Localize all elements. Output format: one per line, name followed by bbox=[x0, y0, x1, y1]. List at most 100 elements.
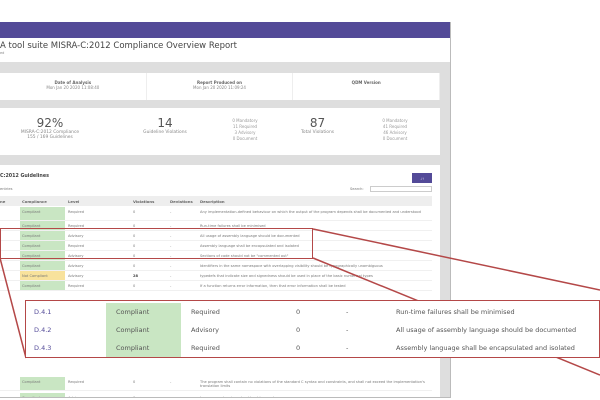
level: Required bbox=[68, 380, 84, 384]
level: Advisory bbox=[68, 264, 84, 268]
stats-card: 92% MISRA-C:2012 Compliance 155 / 169 Guid… bbox=[0, 108, 440, 155]
deviations: - bbox=[346, 344, 349, 352]
level: Required bbox=[68, 210, 84, 214]
guideline-violations: 14 bbox=[157, 116, 173, 130]
table-row[interactable]: Compliant Advisory 0 - All usage of asse… bbox=[0, 231, 432, 241]
description: Run-time failures shall be minimised bbox=[200, 224, 266, 228]
compliance-sub: 155 / 169 Guidelines bbox=[27, 135, 73, 140]
report-page: A tool suite MISRA-C:2012 Compliance Ove… bbox=[0, 22, 451, 398]
compliance-status: Compliant bbox=[22, 396, 41, 398]
violations: 0 bbox=[133, 380, 136, 384]
guidelines-title: C:2012 Guidelines bbox=[0, 174, 49, 179]
table-row[interactable]: Compliant Advisory 0 - Language extensio… bbox=[0, 393, 432, 398]
violations: 0 bbox=[133, 254, 136, 258]
compliance-status: Compliant bbox=[116, 326, 150, 334]
guideline-violations-label: Guideline Violations bbox=[143, 130, 187, 135]
violations: 0 bbox=[296, 344, 301, 352]
search-input[interactable] bbox=[370, 186, 432, 192]
sort-button[interactable]: ↓↑ bbox=[412, 173, 432, 183]
level: Required bbox=[191, 308, 220, 316]
total-violations-label: Total Violations bbox=[300, 130, 335, 135]
deviations: - bbox=[346, 326, 349, 334]
description: Sections of code should not be "commente… bbox=[200, 254, 289, 258]
description: Language extensions should not be used bbox=[200, 396, 274, 398]
info-label: Date of Analysis bbox=[54, 80, 92, 85]
level: Required bbox=[68, 244, 84, 248]
deviations: - bbox=[346, 308, 349, 316]
highlight-box bbox=[0, 228, 313, 259]
level: Required bbox=[68, 284, 84, 288]
description: Any implementation-defined behaviour on … bbox=[200, 210, 421, 214]
compliance-label: MISRA-C:2012 Compliance bbox=[20, 130, 80, 135]
description: typedefs that indicate size and signedne… bbox=[200, 274, 373, 278]
page-title: A tool suite MISRA-C:2012 Compliance Ove… bbox=[0, 41, 238, 51]
deviations: - bbox=[170, 224, 172, 228]
violations: 0 bbox=[133, 264, 136, 268]
table-row[interactable]: Compliant Required 0 - Any implementatio… bbox=[0, 207, 432, 221]
description: Run-time failures shall be minimised bbox=[396, 308, 515, 316]
violations: 28 bbox=[133, 274, 139, 278]
compliance-status: Compliant bbox=[22, 224, 41, 228]
description: All usage of assembly language should be… bbox=[200, 234, 300, 238]
compliance-status: Compliant bbox=[22, 264, 41, 268]
guideline-id: D.4.2 bbox=[34, 326, 52, 334]
info-label: QDM Version bbox=[351, 80, 381, 85]
violations: 0 bbox=[133, 210, 136, 214]
level: Advisory bbox=[68, 396, 84, 398]
violations: 0 bbox=[133, 396, 136, 398]
table-row[interactable]: Compliant Advisory 0 - Identifiers in th… bbox=[0, 261, 432, 271]
table-row[interactable]: Not Compliant Advisory 28 - typedefs tha… bbox=[0, 271, 432, 281]
level: Required bbox=[68, 224, 84, 228]
violations: 0 bbox=[133, 234, 136, 238]
callout-row: D.4.1 Compliant Required 0 - Run-time fa… bbox=[26, 303, 599, 321]
description: Assembly language shall be encapsulated … bbox=[200, 244, 299, 248]
deviations: - bbox=[170, 254, 172, 258]
table-row[interactable]: Compliant Required 0 - Assembly language… bbox=[0, 241, 432, 251]
deviations: - bbox=[170, 380, 172, 384]
level: Required bbox=[191, 344, 220, 352]
table-row[interactable]: Compliant Required 0 - Run-time failures… bbox=[0, 221, 432, 231]
compliance-status: Compliant bbox=[22, 380, 41, 384]
level: Advisory bbox=[68, 274, 84, 278]
deviations: - bbox=[170, 396, 172, 398]
search-label: Search: bbox=[350, 187, 364, 191]
violations: 0 bbox=[133, 284, 136, 288]
violations: 0 bbox=[133, 224, 136, 228]
page-subtitle: ed bbox=[0, 51, 5, 55]
entries-selector[interactable]: entries bbox=[0, 187, 13, 191]
info-value: Mon Jan 20 2020 11:09:24 bbox=[193, 85, 246, 90]
table-row[interactable]: Compliant Advisory 0 - Sections of code … bbox=[0, 251, 432, 261]
violations: 0 bbox=[296, 326, 301, 334]
compliance-status: Compliant bbox=[116, 344, 150, 352]
deviations: - bbox=[170, 210, 172, 214]
compliance-status: Compliant bbox=[22, 234, 41, 238]
deviations: - bbox=[170, 264, 172, 268]
description: Assembly language shall be encapsulated … bbox=[396, 344, 575, 352]
top-bar bbox=[0, 22, 450, 38]
col-violations[interactable]: Violations bbox=[133, 199, 155, 204]
compliance-status: Compliant bbox=[22, 254, 41, 258]
col-compliance[interactable]: Compliance bbox=[22, 199, 47, 204]
table-row[interactable]: Compliant Required 0 - If a function ret… bbox=[0, 281, 432, 291]
callout-row: D.4.3 Compliant Required 0 - Assembly la… bbox=[26, 339, 599, 357]
col-level[interactable]: Level bbox=[68, 199, 80, 204]
callout-row: D.4.2 Compliant Advisory 0 - All usage o… bbox=[26, 321, 599, 339]
info-value: Mon Jan 20 2020 11:08:40 bbox=[46, 85, 100, 90]
violations: 0 bbox=[296, 308, 301, 316]
compliance-status: Compliant bbox=[22, 244, 41, 248]
guideline-id: D.4.1 bbox=[34, 308, 52, 316]
deviations: - bbox=[170, 234, 172, 238]
info-label: Report Produced on bbox=[197, 80, 242, 85]
level: Advisory bbox=[191, 326, 219, 334]
info-card: Date of Analysis Mon Jan 20 2020 11:08:40… bbox=[0, 73, 441, 100]
col-deviations[interactable]: Deviations bbox=[170, 199, 193, 204]
compliance-percent: 92% bbox=[36, 116, 64, 130]
guideline-breakdown: 0 Mandatory 11 Required 3 Advisory 0 Docume… bbox=[232, 118, 258, 141]
guideline-id: D.4.3 bbox=[34, 344, 52, 352]
table-row[interactable]: Compliant Required 0 - The program shall… bbox=[0, 377, 432, 391]
description: Identifiers in the same namespace with o… bbox=[200, 264, 383, 268]
level: Advisory bbox=[68, 234, 84, 238]
compliance-status: Compliant bbox=[22, 210, 41, 214]
col-description[interactable]: Description bbox=[200, 199, 225, 204]
deviations: - bbox=[170, 274, 172, 278]
